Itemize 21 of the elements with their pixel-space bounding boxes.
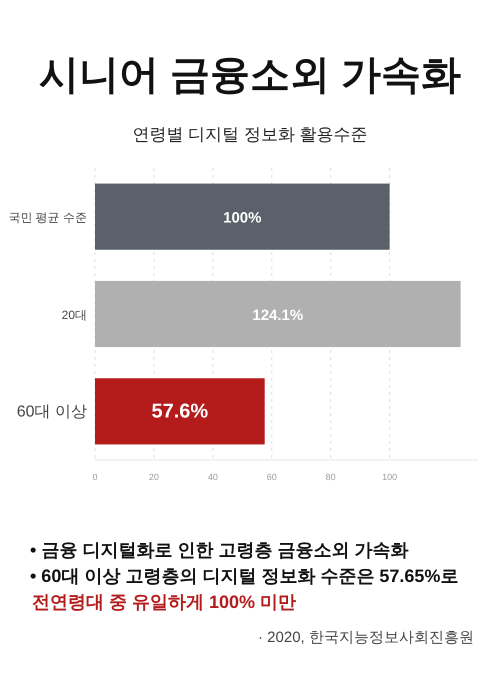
bar (95, 280, 461, 348)
x-tick-label: 80 (326, 472, 336, 482)
data-label: 100% (223, 210, 262, 227)
x-tick-label: 60 (266, 472, 277, 482)
data-label: 57.6% (151, 400, 208, 422)
y-tick-label: 20대 (62, 308, 87, 322)
x-tick-label: 20 (148, 472, 159, 482)
bar (95, 184, 390, 250)
x-tick-label: 0 (92, 472, 98, 482)
text: • 금융 디지털화로 인한 고령층 금융소외 가속화 (30, 540, 408, 560)
y-tick-label: 60대 이상 (16, 403, 87, 420)
bar (95, 378, 265, 444)
text: 전연령대 중 유일하게 100% 미만 (32, 592, 296, 612)
text: • 60대 이상 고령층의 디지털 정보화 수준은 57.65%로 (30, 566, 458, 586)
data-label: 124.1% (252, 307, 304, 324)
text: · 2020, 한국지능정보사회진흥원 (258, 629, 474, 646)
chart-title: 시니어 금융소외 가속화 (38, 53, 462, 97)
y-tick-label: 국민 평균 수준 (8, 210, 87, 225)
chart-subtitle: 연령별 디지털 정보화 활용수준 (132, 125, 368, 144)
x-tick-label: 40 (208, 472, 218, 482)
x-tick-label: 100 (382, 472, 398, 482)
